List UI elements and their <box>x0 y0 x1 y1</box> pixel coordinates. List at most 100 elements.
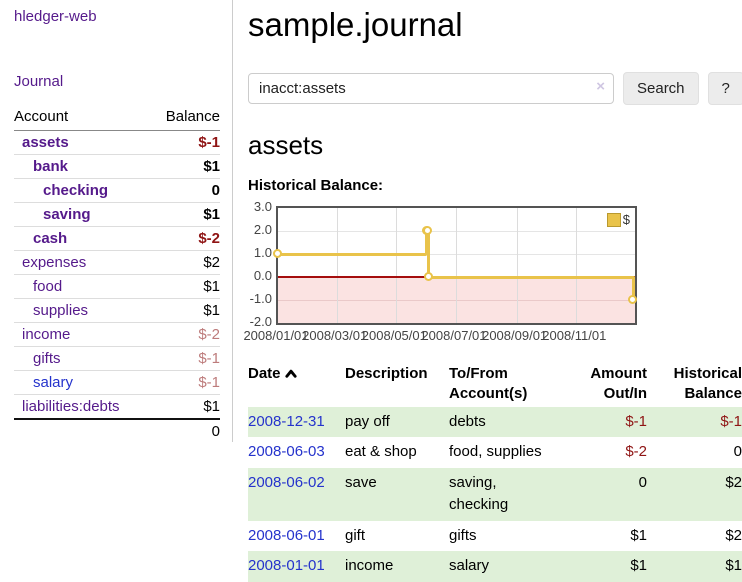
account-row: food $1 <box>14 274 220 299</box>
account-name-cell: assets <box>14 131 150 155</box>
register-description-cell: eat & shop <box>345 443 417 460</box>
clear-search-icon[interactable]: × <box>596 78 605 95</box>
transaction-date-link[interactable]: 2008-12-31 <box>248 412 325 430</box>
account-link[interactable]: supplies <box>33 302 89 319</box>
account-balance-cell: $-1 <box>198 134 220 151</box>
sidebar-item-journal[interactable]: Journal <box>14 73 64 90</box>
search-button[interactable]: Search <box>623 72 699 105</box>
sidebar: hledger-web Journal Account Balance asse… <box>0 0 233 443</box>
account-link[interactable]: saving <box>43 206 91 223</box>
account-row: income $-2 <box>14 322 220 347</box>
series-segment <box>631 277 635 300</box>
register-accounts-cell: food, supplies <box>449 443 542 460</box>
chart-legend: $ <box>604 211 632 228</box>
brand-link[interactable]: hledger-web <box>14 8 97 25</box>
account-name-cell: income <box>14 322 151 347</box>
account-balance-cell: $-1 <box>150 346 220 371</box>
account-link[interactable]: cash <box>33 230 68 247</box>
main-content: sample.journal × Search ? assets Histori… <box>243 0 742 582</box>
v-gridline <box>456 208 457 323</box>
accounts-total-row: 0 <box>14 418 220 443</box>
register-row: 2008-06-03 eat & shop food, supplies $-2 0 <box>248 437 742 468</box>
accounts-header-balance: Balance <box>150 105 220 131</box>
x-axis-label: 2008/03/01 <box>302 328 368 343</box>
y-axis-label: -2.0 <box>249 314 272 329</box>
page-title: sample.journal <box>248 6 463 43</box>
series-segment <box>425 231 429 254</box>
register-balance-cell: $1 <box>725 557 742 574</box>
register-accounts-cell: saving, checking <box>449 473 509 514</box>
register-amount-cell: $1 <box>630 557 647 574</box>
register-description-cell: gift <box>345 526 366 544</box>
register-header-accounts: To/From Account(s) <box>449 365 528 403</box>
account-link[interactable]: liabilities:debts <box>22 398 120 415</box>
account-link[interactable]: income <box>22 326 71 343</box>
register-header-balance: Historical Balance <box>673 365 742 403</box>
data-point-marker <box>423 272 433 281</box>
legend-label: $ <box>622 212 630 227</box>
register-balance-cell: $2 <box>725 526 742 544</box>
account-link[interactable]: checking <box>43 182 109 199</box>
account-link[interactable]: assets <box>22 134 69 151</box>
register-date-cell: 2008-12-31 <box>248 407 345 438</box>
account-row: expenses $2 <box>14 250 220 275</box>
accounts-table: Account Balance assets $-1 bank $1 checking 0… <box>14 105 220 443</box>
search-row: × Search ? <box>248 72 742 105</box>
historical-balance-label: Historical Balance: <box>248 177 384 194</box>
x-axis-label: 2008/09/01 <box>482 328 548 343</box>
account-row: bank $1 <box>14 154 220 179</box>
account-name-cell: cash <box>14 226 151 251</box>
accounts-header-row: Account Balance <box>14 105 220 131</box>
account-name-cell: food <box>14 274 151 299</box>
account-heading: assets <box>248 130 324 160</box>
account-balance-cell: $-2 <box>150 226 220 251</box>
account-link[interactable]: expenses <box>22 254 87 271</box>
transaction-date-link[interactable]: 2008-06-03 <box>248 443 325 460</box>
register-header-amount: Amount Out/In <box>590 365 647 403</box>
register-amount-cell: $1 <box>630 526 647 544</box>
v-gridline <box>337 208 338 323</box>
y-axis-label: 1.0 <box>253 245 272 260</box>
sidebar-accounts-body: assets $-1 bank $1 checking 0 saving $1 cash $-2 e… <box>14 131 220 419</box>
register-header-description: Description <box>345 365 428 382</box>
v-gridline <box>396 208 397 323</box>
transaction-date-link[interactable]: 2008-01-01 <box>248 557 325 574</box>
register-balance-cell: $2 <box>725 473 742 491</box>
y-axis-label: 2.0 <box>253 222 272 237</box>
account-name-cell: checking <box>14 178 151 203</box>
account-link[interactable]: bank <box>33 158 69 175</box>
transaction-date-link[interactable]: 2008-06-02 <box>248 473 325 491</box>
account-balance-cell: $1 <box>150 154 220 179</box>
register-header-date[interactable]: Date <box>248 362 345 407</box>
register-table: Date Description To/From Account(s) Amou… <box>248 362 742 582</box>
register-accounts-cell: salary <box>449 557 490 574</box>
account-link[interactable]: food <box>33 278 63 295</box>
data-point-marker <box>422 226 432 235</box>
register-row: 2008-06-01 gift gifts $1 $2 <box>248 521 742 552</box>
account-row: assets $-1 <box>14 131 220 155</box>
accounts-header-account: Account <box>14 105 151 131</box>
x-axis-label: 2008/11/01 <box>542 328 607 343</box>
series-segment <box>428 275 635 279</box>
balance-chart: $ 3.0 2.0 1.0 0.0 -1.0 -2.0 2008/01/01 2008/03/… <box>243 199 742 346</box>
x-axis-label: 2008/05/01 <box>361 328 427 343</box>
transaction-date-link[interactable]: 2008-06-01 <box>248 526 325 544</box>
search-input[interactable] <box>248 73 614 104</box>
register-amount-cell: 0 <box>638 473 647 491</box>
x-axis-label: 2008/01/01 <box>243 328 309 343</box>
account-balance-cell: $-1 <box>150 370 220 395</box>
register-balance-cell: $-1 <box>720 412 742 430</box>
account-link[interactable]: gifts <box>33 350 61 367</box>
account-name-cell: saving <box>14 202 151 227</box>
account-balance-cell: $1 <box>150 298 220 323</box>
register-amount-cell: $-1 <box>625 412 647 430</box>
register-description-cell: income <box>345 557 394 574</box>
register-description-cell: pay off <box>345 412 390 430</box>
accounts-total-value: 0 <box>150 418 220 443</box>
account-balance-cell: $1 <box>150 202 220 227</box>
accounts-total-spacer <box>14 418 151 443</box>
account-row: gifts $-1 <box>14 346 220 371</box>
account-link[interactable]: salary <box>33 374 74 391</box>
help-button[interactable]: ? <box>707 72 742 105</box>
y-axis-label: -1.0 <box>249 291 272 306</box>
